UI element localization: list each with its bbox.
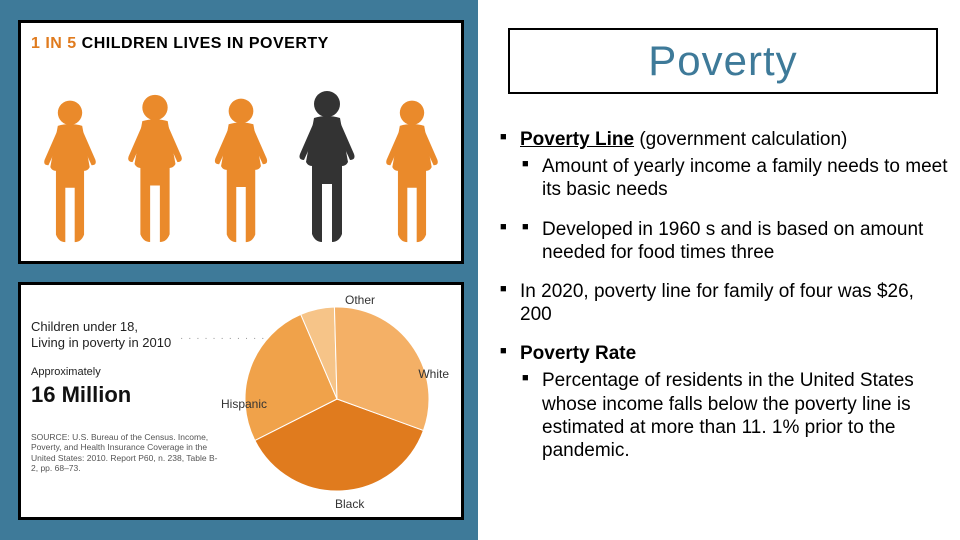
bullet-level1: Poverty Rate Percentage of residents in t…: [500, 342, 948, 462]
child-silhouette-icon: [206, 92, 276, 249]
page-title: Poverty: [648, 37, 797, 85]
headline-rest: CHILDREN LIVES IN POVERTY: [77, 35, 329, 52]
bullet-level1: Poverty Line (government calculation) Amo…: [500, 128, 948, 202]
child-silhouette-icon: [35, 94, 105, 249]
bullet-level2: Percentage of residents in the United St…: [520, 369, 948, 462]
pie-chart: [237, 299, 447, 509]
bullet-term: Poverty Rate: [520, 343, 636, 364]
source-citation: SOURCE: U.S. Bureau of the Census. Incom…: [31, 432, 221, 475]
bullet-level1: Developed in 1960 s and is based on amou…: [500, 218, 948, 264]
bottom-title-line1: Children under 18,: [31, 319, 138, 334]
silhouettes-row: [27, 79, 455, 249]
bullet-text: (government calculation): [634, 129, 847, 150]
pie-label-hispanic: Hispanic: [221, 397, 267, 411]
bullets-region: Poverty Line (government calculation) Amo…: [500, 128, 948, 478]
child-silhouette-icon: [377, 94, 447, 249]
pie-label-black: Black: [335, 497, 364, 511]
bullet-level2: Developed in 1960 s and is based on amou…: [520, 218, 948, 264]
bullet-level1: In 2020, poverty line for family of four…: [500, 280, 948, 326]
approx-label: Approximately: [31, 366, 221, 378]
bullet-level2: Amount of yearly income a family needs t…: [520, 155, 948, 201]
big-stat: 16 Million: [31, 382, 221, 408]
child-silhouette-icon: [120, 88, 190, 249]
pie-label-other: Other: [345, 293, 375, 307]
bottom-title-line2: Living in poverty in 2010: [31, 335, 171, 350]
bullet-text: In 2020, poverty line for family of four…: [520, 281, 914, 325]
left-column: 1 IN 5 CHILDREN LIVES IN POVERTY: [0, 0, 478, 540]
top-infographic-panel: 1 IN 5 CHILDREN LIVES IN POVERTY: [18, 20, 464, 264]
title-box: Poverty: [508, 28, 938, 94]
bottom-infographic-panel: Children under 18, Living in poverty in …: [18, 282, 464, 520]
headline-accent: 1 IN 5: [31, 35, 77, 52]
bullet-term: Poverty Line: [520, 129, 634, 150]
child-silhouette-icon: [292, 84, 362, 249]
pie-label-white: White: [418, 367, 449, 381]
top-infographic-headline: 1 IN 5 CHILDREN LIVES IN POVERTY: [27, 29, 455, 55]
